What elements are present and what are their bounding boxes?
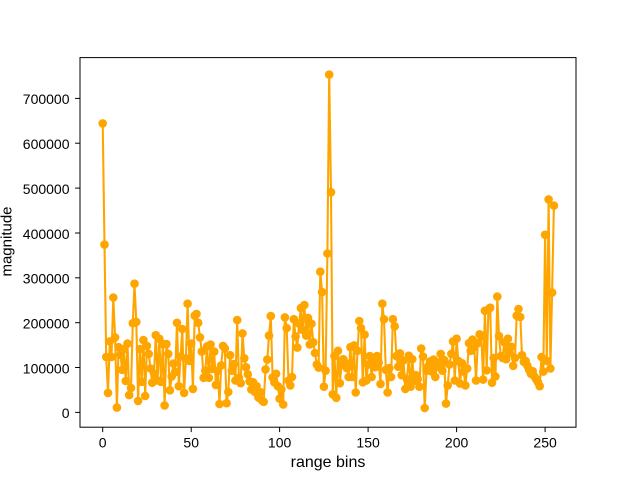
svg-text:200: 200 bbox=[445, 435, 469, 451]
svg-text:100000: 100000 bbox=[23, 360, 70, 376]
svg-text:200000: 200000 bbox=[23, 316, 70, 332]
svg-text:700000: 700000 bbox=[23, 91, 70, 107]
svg-text:100: 100 bbox=[268, 435, 292, 451]
svg-text:250: 250 bbox=[533, 435, 557, 451]
svg-text:400000: 400000 bbox=[23, 226, 70, 242]
svg-text:magnitude: magnitude bbox=[0, 206, 16, 276]
svg-text:150: 150 bbox=[356, 435, 380, 451]
svg-text:600000: 600000 bbox=[23, 136, 70, 152]
svg-text:range bins: range bins bbox=[291, 454, 366, 471]
svg-text:50: 50 bbox=[183, 435, 199, 451]
svg-text:0: 0 bbox=[62, 405, 70, 421]
svg-text:500000: 500000 bbox=[23, 181, 70, 197]
svg-text:300000: 300000 bbox=[23, 271, 70, 287]
svg-text:0: 0 bbox=[99, 435, 107, 451]
